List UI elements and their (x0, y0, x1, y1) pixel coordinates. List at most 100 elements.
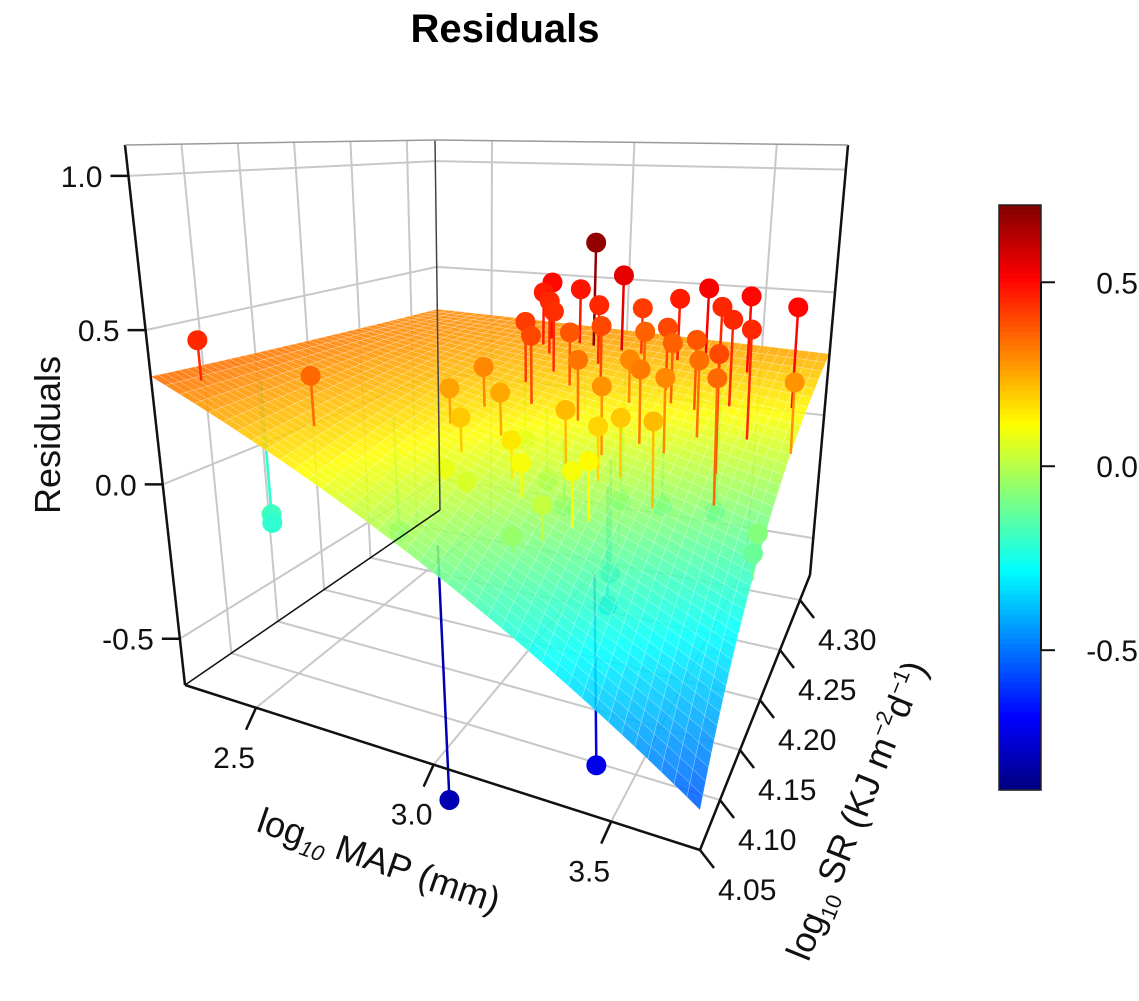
y-tick-label: 4.25 (798, 674, 856, 707)
data-point (591, 376, 612, 397)
colorbar-segment (999, 624, 1041, 630)
colorbar-segment (999, 351, 1041, 357)
colorbar-segment (999, 677, 1041, 684)
colorbar-segment (999, 341, 1041, 347)
colorbar-segment (999, 292, 1041, 299)
data-point (578, 451, 599, 472)
colorbar-segment (999, 575, 1041, 581)
x-axis-line (184, 683, 701, 852)
point-stem (662, 377, 667, 454)
colorbar-segment (999, 526, 1041, 533)
colorbar-segment (999, 458, 1041, 464)
colorbar-segment (999, 234, 1041, 240)
colorbar-segment (999, 512, 1041, 518)
colorbar-segment (999, 370, 1041, 377)
point-stem (745, 329, 754, 440)
colorbar-segment (999, 297, 1041, 304)
points-above-surface (187, 232, 809, 581)
y-axis-line (698, 574, 812, 851)
colorbar-segment (999, 400, 1041, 406)
data-point (473, 356, 494, 377)
colorbar-segment (999, 760, 1041, 767)
colorbar-segment (999, 648, 1041, 655)
colorbar-segment (999, 604, 1041, 611)
data-point (588, 416, 609, 437)
colorbar-segment (999, 560, 1041, 567)
colorbar-segment (999, 765, 1041, 772)
data-point (559, 322, 580, 343)
colorbar-segment (999, 609, 1041, 616)
y-tick-label: 4.05 (718, 874, 776, 907)
colorbar-segment (999, 614, 1041, 620)
data-point (670, 288, 691, 309)
data-point (501, 430, 522, 451)
z-tick-label: 0.5 (78, 315, 120, 348)
colorbar-segment (999, 556, 1041, 562)
y-tick-mark (699, 849, 715, 869)
grid-line-wall-z (436, 265, 836, 294)
data-point (521, 325, 542, 346)
colorbar-segment (999, 487, 1041, 494)
point-stem (695, 360, 701, 438)
data-point (532, 494, 553, 515)
colorbar-segment (999, 375, 1041, 382)
colorbar-segment (999, 731, 1041, 737)
data-point (456, 471, 477, 492)
colorbar-segment (999, 585, 1041, 591)
colorbar-segment (999, 248, 1041, 255)
colorbar-segment (999, 755, 1041, 762)
data-point (643, 411, 664, 432)
data-point (686, 329, 707, 350)
colorbar-segment (999, 682, 1041, 689)
colorbar-segment (999, 312, 1041, 318)
data-point (635, 321, 656, 342)
colorbar-segment (999, 336, 1041, 343)
z-tick-label: 0.0 (95, 469, 137, 502)
colorbar-tick-label: -0.5 (1086, 635, 1138, 668)
colorbar-segment (999, 219, 1041, 226)
data-point (555, 399, 576, 420)
axes-box (123, 139, 850, 852)
data-point (586, 232, 607, 253)
box-edge (124, 139, 436, 146)
colorbar-segment (999, 414, 1041, 421)
box-edge (434, 139, 849, 146)
colorbar-segment (999, 419, 1041, 425)
colorbar-segment (999, 214, 1041, 221)
colorbar-segment (999, 434, 1041, 440)
x-label-rest: MAP (mm) (321, 823, 506, 921)
data-point (490, 382, 511, 403)
colorbar-segment (999, 229, 1041, 235)
colorbar-segment (999, 712, 1041, 718)
data-point (610, 407, 631, 428)
tick-labels: -0.5 0.0 0.5 1.0 2.5 3.0 3.5 4.05 4.10 4.15 4.20 4.… (61, 161, 877, 907)
colorbar-segment (999, 404, 1041, 411)
colorbar-segment (999, 385, 1041, 391)
colorbar-segment (999, 326, 1041, 333)
colorbar-segment (999, 751, 1041, 757)
colorbar-segment (999, 492, 1041, 499)
colorbar-segment (999, 395, 1041, 401)
colorbar-segment (999, 707, 1041, 713)
data-point (262, 512, 283, 533)
colorbar-segment (999, 726, 1041, 733)
colorbar-segment (999, 507, 1041, 513)
colorbar-segment (999, 239, 1041, 245)
colorbar-segment (999, 439, 1041, 445)
data-point (570, 279, 591, 300)
colorbar-segment (999, 643, 1041, 650)
data-point (747, 523, 768, 544)
z-axis-label: Residuals (27, 356, 68, 514)
colorbar-segment (999, 205, 1041, 211)
colorbar-segment (999, 697, 1041, 703)
colorbar-segment (999, 668, 1041, 674)
colorbar-segment (999, 546, 1041, 552)
colorbar-segment (999, 780, 1041, 786)
colorbar-segment (999, 595, 1041, 601)
data-point (689, 350, 710, 371)
point-stem (638, 369, 642, 444)
point-stem (712, 378, 719, 506)
data-point (439, 789, 460, 810)
y-tick-label: 4.30 (818, 624, 876, 657)
colorbar-segment (999, 443, 1041, 450)
